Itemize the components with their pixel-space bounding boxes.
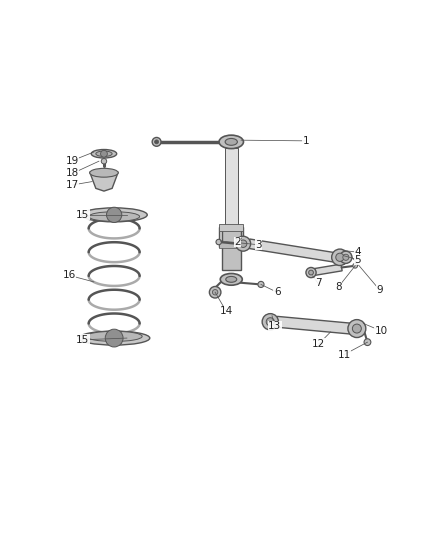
Text: 17: 17: [66, 180, 79, 190]
Circle shape: [216, 239, 222, 245]
Circle shape: [332, 249, 348, 265]
Text: 18: 18: [66, 168, 79, 179]
Text: 14: 14: [219, 306, 233, 316]
Text: 2: 2: [234, 237, 241, 247]
Polygon shape: [276, 317, 351, 334]
Polygon shape: [225, 148, 238, 229]
Text: 12: 12: [312, 339, 325, 349]
Polygon shape: [248, 239, 335, 262]
Text: 15: 15: [76, 210, 89, 220]
Circle shape: [262, 313, 279, 330]
Text: 3: 3: [255, 240, 262, 250]
Circle shape: [212, 289, 218, 295]
Ellipse shape: [219, 135, 244, 149]
Circle shape: [105, 329, 123, 347]
Circle shape: [101, 158, 107, 164]
Text: 15: 15: [76, 335, 89, 345]
Text: 7: 7: [315, 278, 321, 288]
Ellipse shape: [88, 212, 140, 221]
Polygon shape: [219, 227, 244, 247]
Circle shape: [258, 281, 264, 287]
Text: 4: 4: [355, 247, 361, 257]
Circle shape: [266, 318, 274, 326]
Circle shape: [353, 324, 361, 333]
Text: 11: 11: [337, 350, 350, 360]
Text: 8: 8: [335, 282, 342, 292]
Text: 13: 13: [268, 321, 281, 331]
Circle shape: [152, 138, 161, 146]
Circle shape: [364, 339, 371, 345]
Ellipse shape: [78, 331, 150, 345]
Polygon shape: [90, 172, 118, 191]
Circle shape: [306, 268, 316, 278]
Circle shape: [101, 150, 107, 157]
Ellipse shape: [225, 139, 237, 146]
Ellipse shape: [96, 151, 112, 157]
Polygon shape: [219, 224, 244, 231]
Text: 16: 16: [62, 270, 76, 280]
Text: 5: 5: [355, 255, 361, 265]
Text: 19: 19: [66, 156, 79, 166]
Circle shape: [240, 240, 247, 247]
Circle shape: [336, 253, 344, 261]
Ellipse shape: [81, 208, 147, 222]
Ellipse shape: [226, 277, 237, 282]
Circle shape: [155, 140, 159, 144]
Circle shape: [106, 207, 122, 222]
Circle shape: [309, 270, 314, 275]
Ellipse shape: [86, 332, 142, 342]
Circle shape: [343, 254, 349, 260]
Circle shape: [236, 236, 251, 251]
Text: 10: 10: [375, 326, 388, 336]
Polygon shape: [311, 264, 342, 276]
Text: 6: 6: [274, 287, 280, 297]
Polygon shape: [219, 242, 244, 248]
Circle shape: [348, 320, 366, 337]
Ellipse shape: [220, 273, 242, 285]
Text: 9: 9: [376, 285, 382, 295]
Ellipse shape: [91, 150, 117, 158]
Polygon shape: [222, 227, 240, 270]
Circle shape: [209, 286, 221, 298]
Circle shape: [340, 251, 352, 263]
Circle shape: [353, 263, 357, 268]
Text: 1: 1: [303, 136, 309, 146]
Ellipse shape: [90, 168, 118, 177]
